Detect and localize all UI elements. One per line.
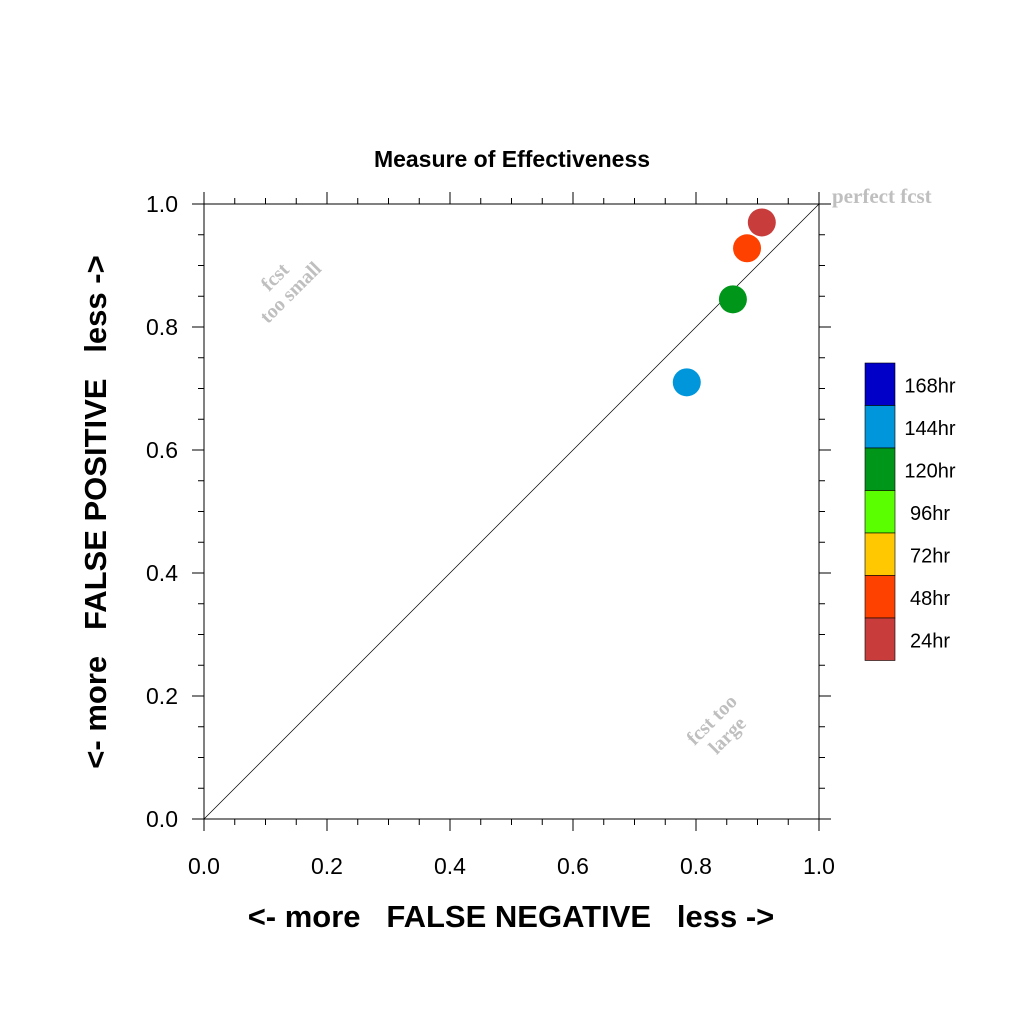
y-tick-labels: 0.0 0.2 0.4 0.6 0.8 1.0 [146, 191, 178, 832]
legend-label-168hr: 168hr [904, 375, 955, 397]
legend: 168hr 144hr 120hr 96hr 72hr 48hr 24hr [864, 362, 956, 661]
legend-label-120hr: 120hr [904, 460, 955, 482]
point-48hr [733, 234, 762, 263]
axis-ticks [192, 192, 831, 831]
annotation-perfect-fcst: perfect fcst [832, 184, 932, 208]
legend-label-24hr: 24hr [910, 630, 950, 652]
point-144hr [672, 368, 701, 397]
x-tick-label: 0.0 [188, 853, 220, 879]
legend-swatch-120hr [864, 447, 896, 491]
legend-label-144hr: 144hr [904, 418, 955, 440]
x-tick-label: 0.8 [680, 853, 712, 879]
y-tick-label: 1.0 [146, 191, 178, 217]
x-tick-label: 0.6 [557, 853, 589, 879]
legend-label-96hr: 96hr [910, 503, 950, 525]
legend-swatch-48hr [864, 575, 896, 619]
y-tick-label: 0.0 [146, 806, 178, 832]
y-tick-label: 0.6 [146, 437, 178, 463]
x-tick-label: 0.2 [311, 853, 343, 879]
chart-title: Measure of Effectiveness [374, 146, 650, 172]
legend-swatch-96hr [864, 490, 896, 534]
point-24hr [747, 208, 776, 237]
perfect-forecast-diagonal [203, 203, 820, 820]
legend-swatch-144hr [864, 405, 896, 449]
annotation-too-small-line2: too small [256, 257, 326, 327]
legend-swatch-72hr [864, 532, 896, 576]
legend-label-72hr: 72hr [910, 545, 950, 567]
x-axis-label: <- more FALSE NEGATIVE less -> [248, 899, 775, 934]
y-axis-label: <- more FALSE POSITIVE less -> [78, 255, 113, 768]
point-120hr [718, 285, 747, 314]
y-tick-label: 0.2 [146, 683, 178, 709]
x-tick-label: 1.0 [803, 853, 835, 879]
legend-swatch-24hr [864, 617, 896, 661]
legend-swatch-168hr [864, 362, 896, 406]
legend-label-48hr: 48hr [910, 588, 950, 610]
data-points [672, 208, 776, 397]
x-tick-label: 0.4 [434, 853, 466, 879]
y-tick-label: 0.4 [146, 560, 178, 586]
y-tick-label: 0.8 [146, 314, 178, 340]
x-tick-labels: 0.0 0.2 0.4 0.6 0.8 1.0 [188, 853, 835, 879]
